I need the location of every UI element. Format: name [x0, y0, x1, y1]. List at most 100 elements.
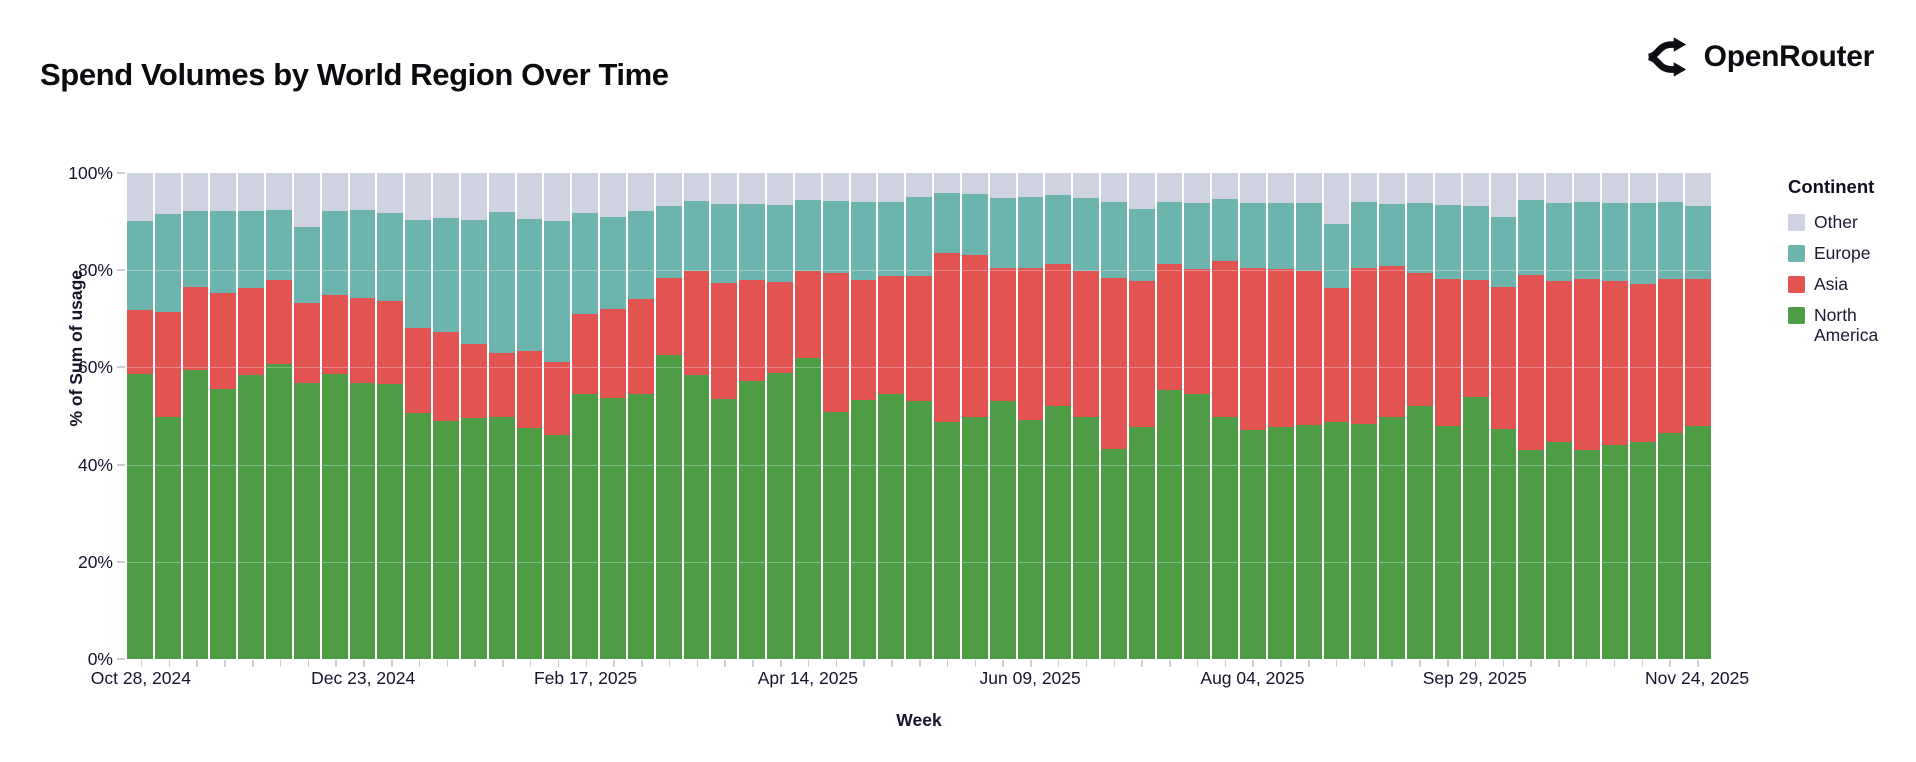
bar-segment-other[interactable] [377, 173, 404, 214]
bar-segment-north-america[interactable] [1100, 449, 1127, 659]
bar-segment-north-america[interactable] [377, 384, 404, 659]
bar-segment-asia[interactable] [572, 314, 599, 394]
bar-segment-north-america[interactable] [961, 416, 988, 659]
bar-segment-europe[interactable] [433, 217, 459, 333]
bar-segment-north-america[interactable] [627, 394, 654, 659]
bar-segment-asia[interactable] [1462, 279, 1489, 397]
bar-segment-europe[interactable] [377, 213, 404, 302]
bar-segment-europe[interactable] [182, 210, 209, 287]
bar-segment-asia[interactable] [1184, 269, 1211, 394]
bar-segment-europe[interactable] [1462, 205, 1489, 280]
bar-segment-asia[interactable] [238, 288, 265, 375]
bar-segment-other[interactable] [961, 173, 988, 195]
bar-segment-europe[interactable] [1434, 205, 1461, 280]
bar-segment-north-america[interactable] [906, 401, 933, 659]
bar-segment-asia[interactable] [266, 280, 292, 365]
bar-segment-north-america[interactable] [600, 398, 626, 659]
bar-segment-asia[interactable] [1407, 272, 1433, 406]
bar-segment-other[interactable] [1657, 173, 1684, 202]
bar-segment-other[interactable] [989, 173, 1016, 198]
bar-week[interactable] [627, 173, 654, 659]
bar-segment-europe[interactable] [711, 203, 738, 284]
bar-week[interactable] [1295, 173, 1322, 659]
bar-segment-asia[interactable] [1685, 279, 1712, 426]
bar-segment-asia[interactable] [1518, 274, 1545, 451]
bar-segment-other[interactable] [1462, 173, 1489, 206]
bar-segment-asia[interactable] [127, 310, 153, 374]
bar-segment-europe[interactable] [266, 209, 292, 281]
bar-segment-other[interactable] [878, 173, 905, 202]
bar-segment-other[interactable] [349, 173, 376, 210]
bar-week[interactable] [1574, 173, 1600, 659]
bar-segment-asia[interactable] [1379, 265, 1406, 417]
bar-segment-other[interactable] [1518, 173, 1545, 201]
bar-segment-europe[interactable] [460, 220, 487, 345]
bar-segment-other[interactable] [1156, 173, 1183, 202]
bar-segment-asia[interactable] [1490, 286, 1517, 430]
bar-week[interactable] [1267, 173, 1294, 659]
bar-segment-other[interactable] [627, 173, 654, 211]
bar-segment-other[interactable] [1574, 173, 1600, 202]
bar-segment-other[interactable] [711, 173, 738, 204]
bar-week[interactable] [1240, 173, 1266, 659]
bar-week[interactable] [1184, 173, 1211, 659]
bar-segment-europe[interactable] [1351, 201, 1378, 268]
bar-week[interactable] [266, 173, 292, 659]
bar-segment-other[interactable] [1100, 173, 1127, 202]
bar-segment-other[interactable] [1128, 173, 1155, 209]
bar-segment-europe[interactable] [1156, 201, 1183, 265]
bar-segment-other[interactable] [1629, 173, 1656, 203]
bar-segment-north-america[interactable] [210, 389, 237, 659]
bar-week[interactable] [127, 173, 153, 659]
bar-segment-europe[interactable] [1128, 208, 1155, 282]
bar-segment-europe[interactable] [1407, 202, 1433, 273]
bar-segment-other[interactable] [794, 173, 821, 201]
bar-segment-europe[interactable] [154, 214, 181, 313]
bar-segment-other[interactable] [1407, 173, 1433, 203]
bar-segment-north-america[interactable] [1045, 405, 1072, 659]
bar-week[interactable] [1629, 173, 1656, 659]
bar-segment-europe[interactable] [1184, 203, 1211, 270]
bar-segment-other[interactable] [321, 173, 348, 211]
bar-segment-europe[interactable] [1490, 216, 1517, 287]
bar-segment-asia[interactable] [405, 327, 432, 413]
bar-week[interactable] [349, 173, 376, 659]
bar-segment-asia[interactable] [349, 297, 376, 384]
bar-segment-europe[interactable] [572, 213, 599, 315]
bar-segment-other[interactable] [238, 173, 265, 211]
bar-week[interactable] [822, 173, 849, 659]
bar-segment-other[interactable] [822, 173, 849, 201]
bar-segment-other[interactable] [516, 173, 543, 220]
bar-segment-europe[interactable] [1685, 206, 1712, 280]
bar-segment-north-america[interactable] [1574, 450, 1600, 659]
bar-segment-other[interactable] [1434, 173, 1461, 206]
bar-segment-other[interactable] [210, 173, 237, 211]
bar-segment-north-america[interactable] [711, 399, 738, 659]
bar-segment-other[interactable] [433, 173, 459, 218]
bar-segment-north-america[interactable] [1240, 430, 1266, 659]
bar-segment-north-america[interactable] [238, 374, 265, 659]
bar-segment-europe[interactable] [1629, 202, 1656, 284]
bar-segment-europe[interactable] [210, 210, 237, 293]
bar-segment-north-america[interactable] [1490, 429, 1517, 659]
bar-segment-europe[interactable] [767, 205, 793, 283]
bar-segment-north-america[interactable] [544, 434, 571, 659]
bar-segment-asia[interactable] [739, 279, 766, 382]
bar-segment-other[interactable] [906, 173, 933, 197]
bar-segment-europe[interactable] [516, 219, 543, 352]
bar-segment-europe[interactable] [1267, 203, 1294, 270]
bar-segment-north-america[interactable] [1601, 445, 1628, 659]
bar-segment-europe[interactable] [1546, 202, 1573, 281]
bar-segment-europe[interactable] [1657, 201, 1684, 280]
bar-segment-asia[interactable] [210, 292, 237, 390]
bar-segment-europe[interactable] [906, 196, 933, 277]
bar-segment-europe[interactable] [627, 210, 654, 299]
bar-segment-europe[interactable] [1073, 198, 1099, 272]
bar-segment-asia[interactable] [1045, 264, 1072, 406]
bar-segment-asia[interactable] [1657, 279, 1684, 433]
bar-segment-europe[interactable] [349, 209, 376, 298]
bar-segment-europe[interactable] [488, 212, 515, 354]
bar-segment-north-america[interactable] [1462, 396, 1489, 659]
bar-segment-north-america[interactable] [293, 382, 320, 659]
bar-segment-north-america[interactable] [878, 393, 905, 659]
